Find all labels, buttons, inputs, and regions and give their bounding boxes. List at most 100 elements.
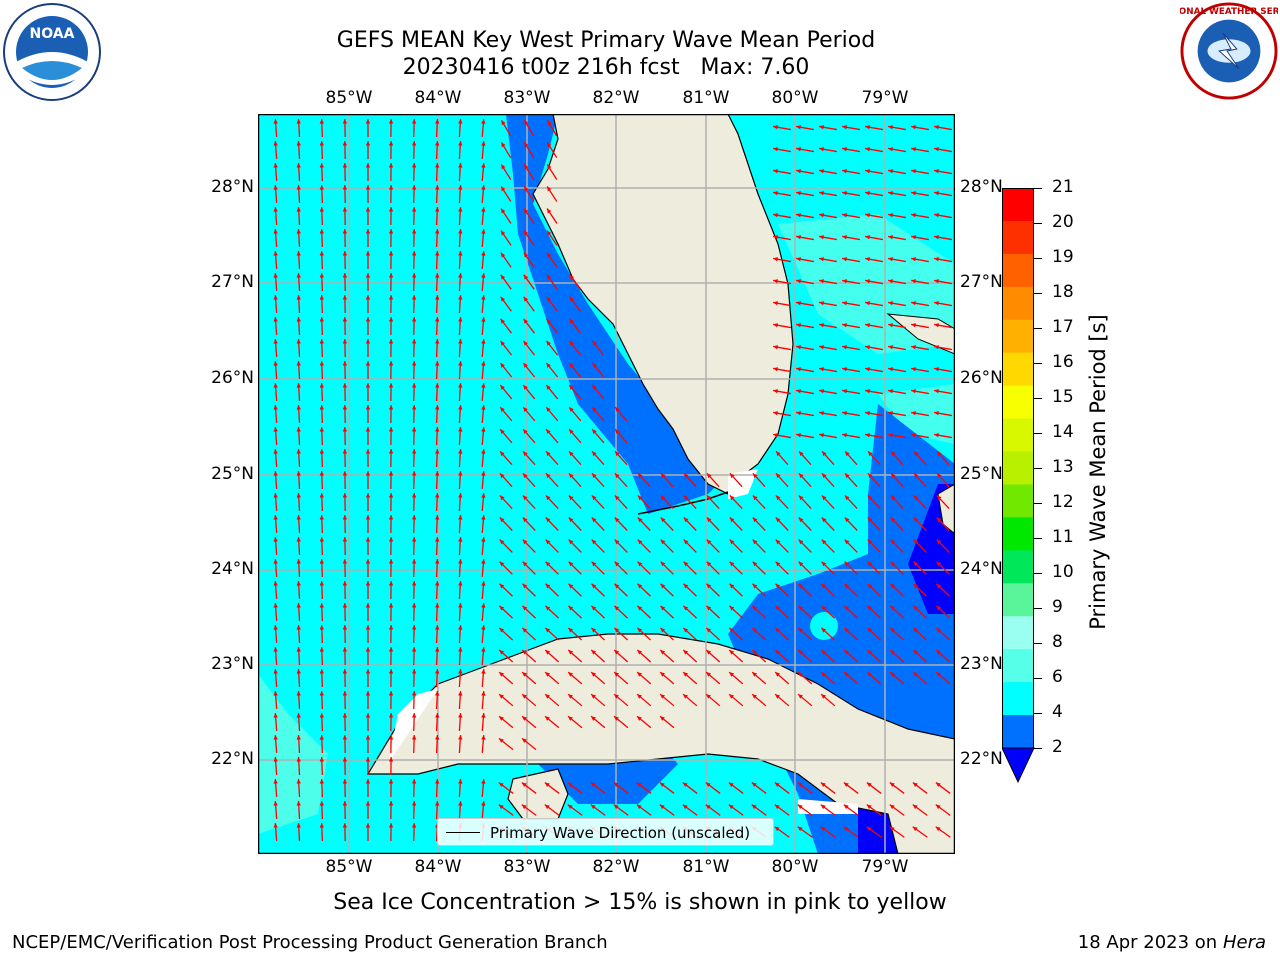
wave-arrow xyxy=(365,624,371,644)
wave-arrow xyxy=(319,294,324,314)
wave-arrow xyxy=(888,411,906,417)
wave-arrow xyxy=(458,624,463,644)
wave-arrow xyxy=(522,428,536,444)
wave-arrow xyxy=(523,186,535,202)
wave-arrow xyxy=(342,822,348,842)
wave-arrow xyxy=(796,213,814,219)
wave-arrow xyxy=(498,627,514,641)
wave-arrow xyxy=(388,162,394,182)
colorbar-tick-mark xyxy=(1034,258,1042,259)
wave-arrow xyxy=(458,712,463,732)
lat-label: 27°N xyxy=(211,272,254,292)
wave-arrow xyxy=(890,472,904,488)
wave-arrow xyxy=(773,235,791,241)
wave-arrow xyxy=(319,712,324,732)
wave-arrow xyxy=(522,362,536,378)
wave-arrow xyxy=(705,782,721,794)
wave-arrow xyxy=(411,690,417,710)
wave-arrow xyxy=(458,250,463,270)
wave-arrow xyxy=(458,426,463,446)
colorbar-segment xyxy=(1002,451,1034,485)
wave-arrow xyxy=(388,294,394,314)
wave-arrow xyxy=(365,426,371,446)
legend-label: Primary Wave Direction (unscaled) xyxy=(490,824,751,842)
wave-arrow xyxy=(705,605,721,619)
wave-arrow xyxy=(636,715,652,729)
wave-arrow xyxy=(546,164,558,180)
wave-arrow xyxy=(500,141,512,159)
wave-arrow xyxy=(706,561,720,575)
wave-arrow xyxy=(319,272,324,292)
wave-arrow xyxy=(523,274,535,290)
wave-arrow xyxy=(842,345,860,351)
wave-arrow xyxy=(273,624,278,644)
colorbar-segment xyxy=(1002,550,1034,584)
wave-arrow xyxy=(796,235,814,241)
wave-arrow xyxy=(842,433,860,439)
wave-arrow xyxy=(660,517,674,531)
wave-arrow xyxy=(936,450,950,466)
wave-arrow xyxy=(936,472,950,488)
wave-arrow xyxy=(913,583,927,597)
wave-arrow xyxy=(388,822,394,842)
colorbar-segment xyxy=(1002,286,1034,321)
wave-arrow xyxy=(296,272,301,292)
wave-arrow xyxy=(844,450,858,466)
lon-label: 85°W xyxy=(325,88,373,108)
wave-arrow xyxy=(388,184,394,204)
wave-arrow xyxy=(342,514,348,534)
wave-arrow xyxy=(521,649,537,663)
wave-arrow xyxy=(458,118,463,138)
wave-arrow xyxy=(867,494,881,510)
wave-arrow xyxy=(865,323,883,329)
wave-arrow xyxy=(388,492,394,512)
wave-arrow xyxy=(591,494,605,510)
wave-arrow xyxy=(458,536,463,556)
wave-arrow xyxy=(388,514,394,534)
wave-arrow xyxy=(774,649,790,663)
wave-arrow xyxy=(481,426,486,446)
wave-arrow xyxy=(569,318,581,334)
wave-arrow xyxy=(935,605,951,619)
wave-arrow xyxy=(590,627,606,641)
wave-arrow xyxy=(458,602,463,622)
wave-arrow xyxy=(388,558,394,578)
wave-arrow xyxy=(411,800,417,820)
wave-arrow xyxy=(342,800,348,820)
wave-arrow xyxy=(365,162,371,182)
wave-arrow xyxy=(842,257,860,263)
wave-arrow xyxy=(365,250,371,270)
wave-arrow xyxy=(636,627,652,641)
wave-arrow xyxy=(319,404,324,424)
wave-arrow xyxy=(911,257,929,263)
wave-arrow xyxy=(773,323,791,329)
wave-arrow xyxy=(435,492,440,512)
colorbar-tick-label: 16 xyxy=(1052,352,1074,372)
wave-arrow xyxy=(890,583,904,597)
wave-arrow xyxy=(934,345,952,351)
wave-arrow xyxy=(819,389,837,395)
wave-arrow xyxy=(545,450,559,466)
wave-arrow xyxy=(567,693,583,707)
wave-arrow xyxy=(342,184,348,204)
wave-arrow xyxy=(844,494,858,510)
wave-arrow xyxy=(273,602,278,622)
wave-arrow xyxy=(843,782,859,794)
wave-arrow xyxy=(797,782,813,794)
wave-arrow xyxy=(273,206,278,226)
wave-arrow xyxy=(682,649,698,663)
wave-arrow xyxy=(865,169,883,175)
wave-arrow xyxy=(296,800,301,820)
wave-arrow xyxy=(888,257,906,263)
wave-arrow xyxy=(523,164,535,180)
wave-arrow xyxy=(821,517,835,531)
wave-arrow xyxy=(843,826,859,838)
wave-arrow xyxy=(458,294,463,314)
wave-arrow xyxy=(865,257,883,263)
wave-arrow xyxy=(590,671,606,685)
wave-arrow xyxy=(342,228,348,248)
wave-arrow xyxy=(705,671,721,685)
wave-arrow xyxy=(729,517,743,531)
wave-arrow xyxy=(435,712,440,732)
wave-arrow xyxy=(342,492,348,512)
